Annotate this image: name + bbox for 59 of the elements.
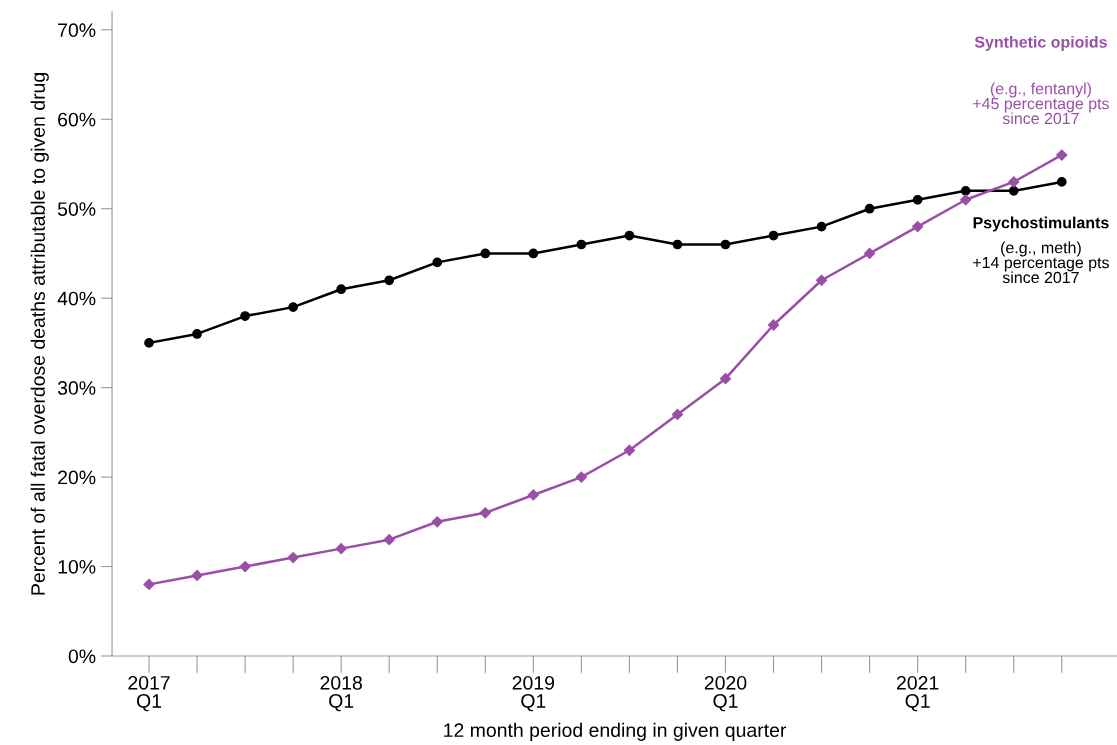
point (143, 578, 155, 591)
point (480, 248, 491, 259)
x-tick-label: 2018 Q1 (320, 675, 362, 712)
point (335, 543, 347, 555)
point (144, 338, 154, 348)
y-tick-label: 50% (57, 202, 96, 216)
point (239, 560, 251, 573)
point (816, 221, 827, 232)
point (863, 247, 876, 260)
point (960, 194, 972, 206)
point (1008, 176, 1020, 188)
x-tick-label: 2019 Q1 (512, 675, 555, 712)
point (191, 569, 203, 582)
annotation: (e.g., meth) +14 percentage pts since 2017 (973, 241, 1109, 284)
point (719, 373, 732, 385)
point (383, 534, 395, 546)
point (287, 551, 299, 564)
point (336, 284, 347, 295)
y-axis-title: Percent of all fatal overdose deaths attributable to given drug (30, 73, 49, 595)
x-axis-title: 12 month period ending in given quarter (444, 722, 787, 741)
point (768, 230, 779, 241)
point (767, 319, 780, 331)
point (624, 230, 635, 241)
point (384, 275, 395, 286)
x-tick-label: 2021 Q1 (896, 675, 939, 712)
point (1056, 149, 1068, 161)
x-tick-label: 2020 Q1 (704, 675, 747, 712)
point (240, 311, 250, 321)
point (1056, 177, 1067, 187)
y-tick-label: 10% (58, 559, 96, 574)
point (479, 507, 491, 519)
y-tick-label: 60% (58, 112, 96, 127)
point (912, 194, 923, 205)
series-label: Psychostimulants (973, 216, 1109, 232)
point (288, 302, 299, 312)
point (527, 489, 539, 501)
annotation: (e.g., fentanyl) +45 percentage pts since 2017 (973, 82, 1109, 125)
point (815, 274, 828, 286)
point (576, 239, 587, 250)
point (192, 329, 202, 339)
point (432, 257, 443, 268)
point (720, 239, 731, 250)
point (671, 408, 684, 421)
point (960, 185, 971, 196)
y-tick-label: 40% (57, 291, 96, 306)
point (528, 248, 539, 259)
text: Synthetic opioids (974, 35, 1107, 51)
y-tick-label: 0% (68, 649, 96, 664)
point (1008, 185, 1019, 196)
x-tick-label: 2017 Q1 (128, 675, 170, 712)
y-tick-label: 70% (58, 23, 96, 38)
y-tick-label: 30% (57, 381, 96, 395)
point (672, 239, 683, 250)
point (623, 444, 636, 456)
point (575, 471, 587, 483)
y-tick-label: 20% (58, 470, 96, 485)
point (864, 203, 875, 214)
point (431, 516, 443, 528)
point (912, 220, 924, 233)
